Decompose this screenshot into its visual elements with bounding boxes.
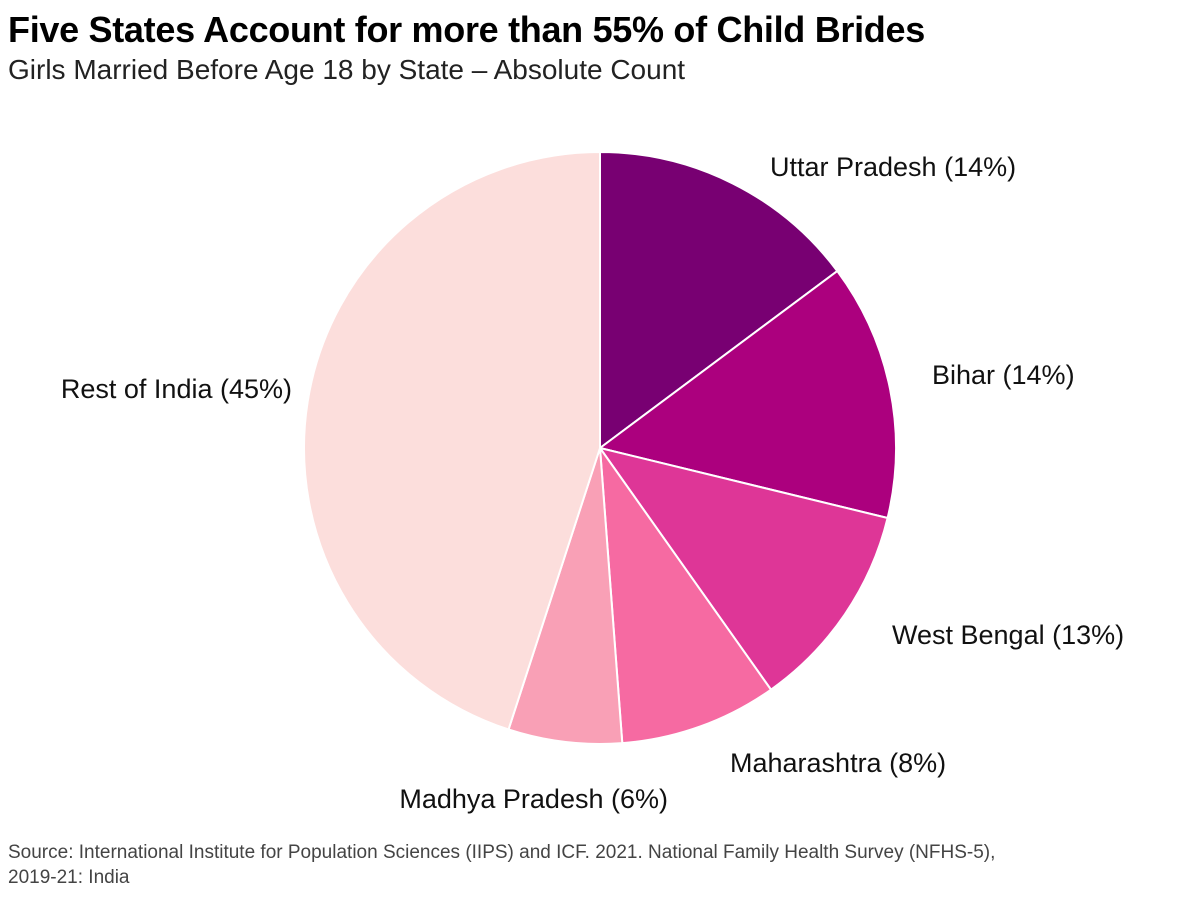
chart-subtitle: Girls Married Before Age 18 by State – A… [8, 54, 686, 85]
slice-label-0: Uttar Pradesh (14%) [770, 152, 1016, 182]
slice-label-3: Maharashtra (8%) [730, 748, 946, 778]
pie-slice-2 [599, 447, 889, 691]
pie-slices [303, 151, 897, 745]
slice-label-4: Madhya Pradesh (6%) [399, 784, 668, 814]
pie-slice-0 [599, 151, 839, 449]
source-note: Source: International Institute for Popu… [8, 842, 996, 888]
pie-labels: Uttar Pradesh (14%) Bihar (14%) West Benga… [61, 152, 1124, 814]
pie-slice-3 [599, 447, 772, 745]
pie-slice-1 [599, 270, 897, 519]
slice-label-1: Bihar (14%) [932, 360, 1075, 390]
slice-label-2: West Bengal (13%) [892, 620, 1124, 650]
pie-slice-5 [303, 151, 601, 731]
pie-slice-4 [507, 447, 624, 745]
chart-title: Five States Account for more than 55% of… [8, 9, 925, 50]
slice-label-5: Rest of India (45%) [61, 374, 292, 404]
